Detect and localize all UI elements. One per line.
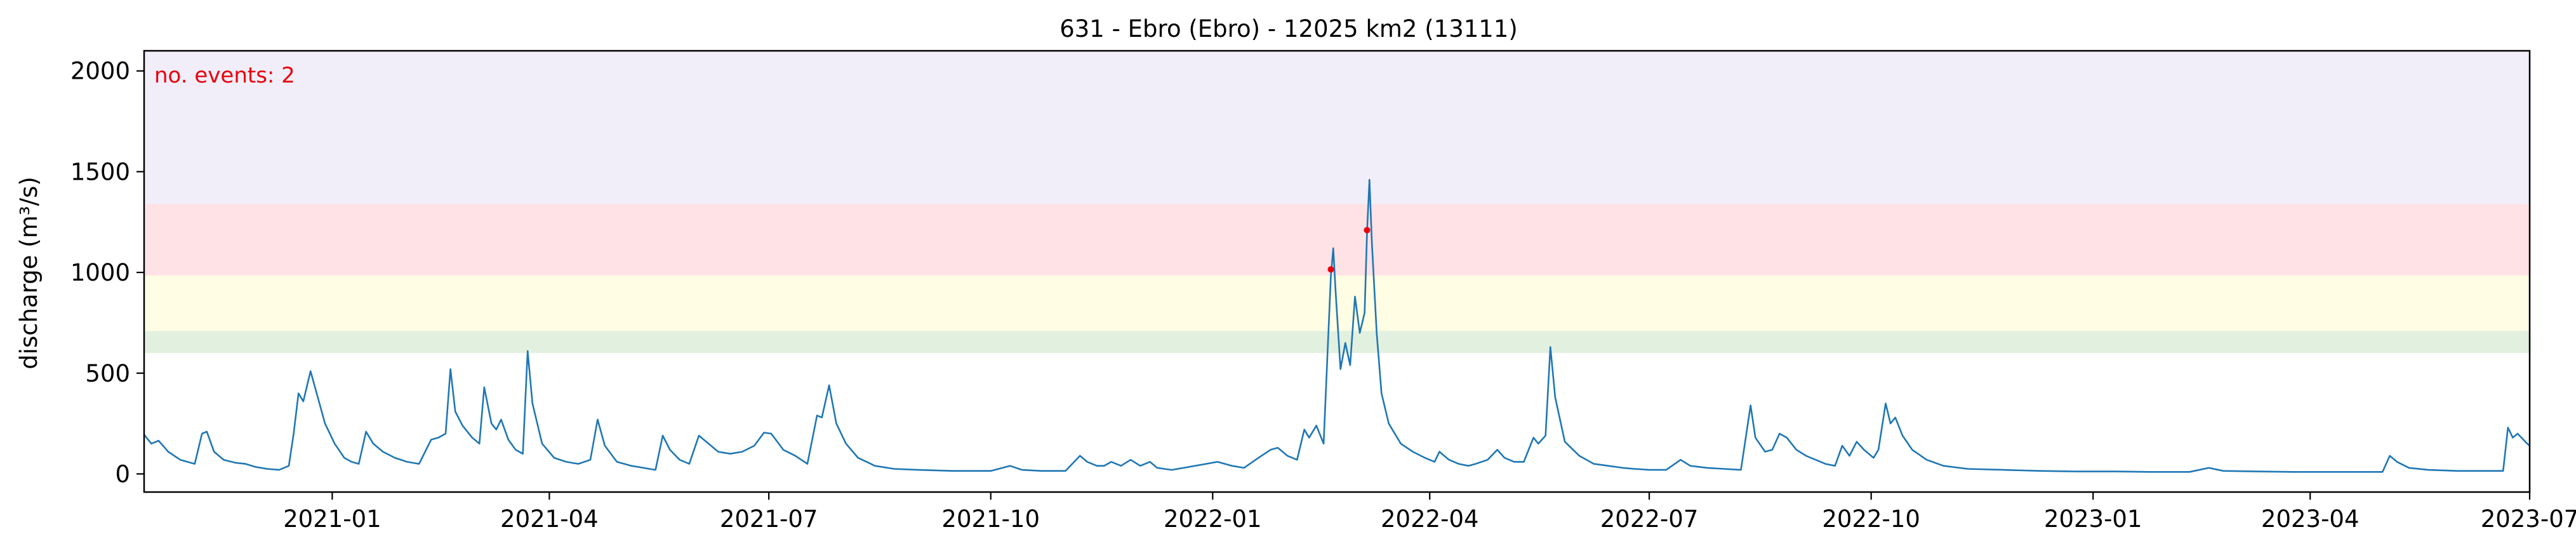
x-tick-label-8: 2022-10 (1822, 505, 1920, 533)
x-tick-label-9: 2023-01 (2044, 505, 2142, 533)
y-tick-label-5: 2000 (70, 58, 130, 85)
series-layer (143, 178, 2530, 473)
x-tick-label-11: 2023-07 (2481, 505, 2576, 533)
x-tick-label-10: 2023-04 (2261, 505, 2360, 533)
y-tick-label-4: 1500 (70, 158, 130, 185)
x-axis-ticks: 2021-01 2021-04 2021-07 2021-10 2022-01 2022-… (283, 492, 2576, 533)
x-tick-label-1: 2021-01 (283, 505, 382, 533)
x-tick-label-6: 2022-04 (1381, 505, 1479, 533)
y-tick-label-2: 500 (85, 360, 130, 387)
event-marker-1 (1327, 266, 1334, 273)
x-tick-label-2: 2021-04 (500, 505, 599, 533)
y-axis-label: discharge (m³/s) (15, 177, 43, 370)
threshold-band-4 (144, 51, 2530, 204)
x-tick-label-3: 2021-07 (720, 505, 818, 533)
discharge-series-line-1 (143, 178, 2530, 473)
events-annotation: no. events: 2 (154, 63, 295, 88)
threshold-band-1 (144, 331, 2530, 354)
x-tick-label-5: 2022-01 (1164, 505, 1262, 533)
y-tick-label-1: 0 (115, 460, 130, 488)
threshold-band-3 (144, 204, 2530, 276)
x-tick-label-4: 2021-10 (941, 505, 1040, 533)
chart-title: 631 - Ebro (Ebro) - 12025 km2 (13111) (1059, 15, 1518, 43)
events-layer (1327, 227, 1371, 273)
y-axis-ticks: 0 500 1000 1500 2000 (70, 58, 144, 488)
x-tick-label-7: 2022-07 (1600, 505, 1699, 533)
y-tick-label-3: 1000 (70, 259, 130, 286)
plot-frame (143, 50, 2531, 493)
event-marker-2 (1364, 227, 1371, 234)
